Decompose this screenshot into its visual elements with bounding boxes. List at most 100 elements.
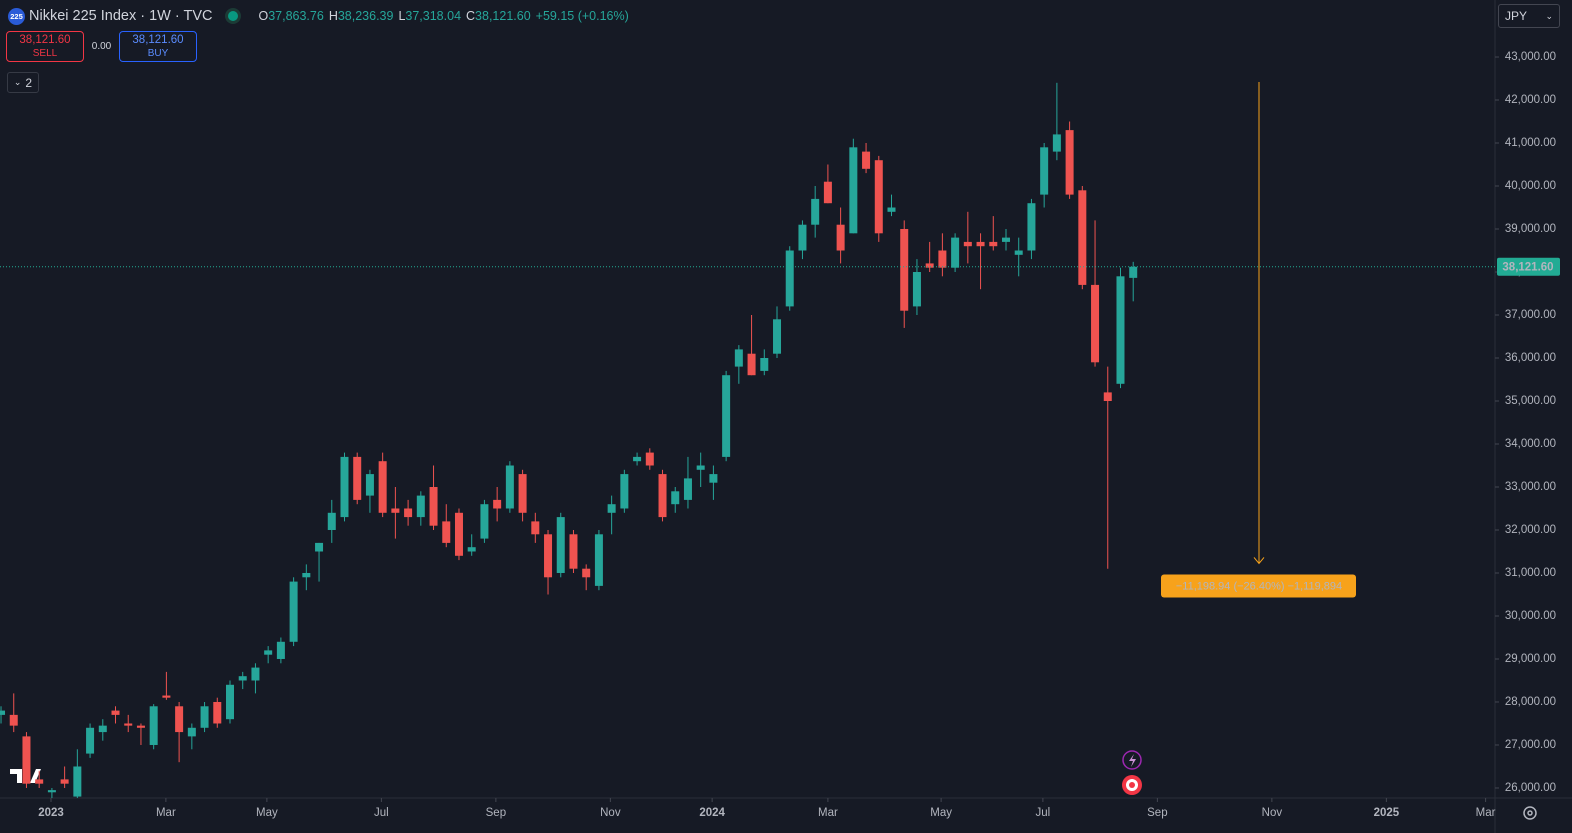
candle-body xyxy=(1078,190,1087,285)
candle-body xyxy=(378,461,387,513)
y-tick-label: 29,000.00 xyxy=(1505,653,1556,665)
candle-body xyxy=(73,766,82,797)
y-tick-label: 30,000.00 xyxy=(1505,610,1556,622)
candle-body xyxy=(327,512,336,530)
candle-body xyxy=(900,229,909,311)
x-tick-label: 2023 xyxy=(38,807,64,819)
candles xyxy=(0,82,1138,798)
last-price-box xyxy=(1497,257,1560,276)
x-tick-label: Nov xyxy=(600,807,621,819)
candle-body xyxy=(1116,276,1125,384)
y-tick-label: 36,000.00 xyxy=(1505,352,1556,364)
candle-body xyxy=(22,736,31,784)
y-tick-label: 33,000.00 xyxy=(1505,481,1556,493)
candle-body xyxy=(785,250,794,307)
candle-body xyxy=(480,504,489,539)
candle-body xyxy=(811,198,820,225)
candle-body xyxy=(683,478,692,500)
candle-body xyxy=(836,224,845,251)
candle-body xyxy=(773,319,782,354)
candle-body xyxy=(353,456,362,500)
candle-body xyxy=(633,456,642,462)
candle-body xyxy=(594,534,603,586)
candle-body xyxy=(289,581,298,642)
candle-body xyxy=(582,568,591,578)
x-tick-label: Sep xyxy=(1147,807,1167,819)
ohlc-key: C xyxy=(466,9,476,23)
candle-body xyxy=(722,375,731,457)
y-tick-label: 42,000.00 xyxy=(1505,94,1556,106)
candle-body xyxy=(1027,203,1036,251)
currency-select[interactable]: JPY ⌄ xyxy=(1498,4,1560,28)
y-tick-label: 32,000.00 xyxy=(1505,524,1556,536)
y-tick-label: 28,000.00 xyxy=(1505,696,1556,708)
sell-button[interactable]: 38,121.60 SELL xyxy=(6,31,84,62)
y-tick-label: 35,000.00 xyxy=(1505,395,1556,407)
indicators-count: 2 xyxy=(25,75,33,90)
candle-body xyxy=(187,727,196,737)
event-icons[interactable] xyxy=(1122,750,1142,795)
candle-body xyxy=(1065,130,1074,195)
candle-body xyxy=(645,452,654,466)
candle-body xyxy=(747,353,756,376)
candle-body xyxy=(658,474,667,518)
last-price-label: 38,121.60 xyxy=(1502,261,1553,273)
candle-body xyxy=(925,263,934,268)
candle-body xyxy=(1091,284,1100,363)
candle-body xyxy=(467,547,476,552)
measure-label: −11,198.94 (−26.40%) −1,119,894 xyxy=(1176,580,1342,592)
y-tick-label: 43,000.00 xyxy=(1505,51,1556,63)
candle-body xyxy=(454,512,463,556)
ohlc-key: L xyxy=(398,9,406,23)
candle-body xyxy=(1129,266,1138,278)
candle-body xyxy=(302,572,311,578)
candle-body xyxy=(429,486,438,526)
candle-body xyxy=(391,508,400,513)
y-tick-label: 31,000.00 xyxy=(1505,567,1556,579)
candle-body xyxy=(823,181,832,204)
candle-body xyxy=(365,474,374,496)
candle-body xyxy=(951,237,960,268)
candle-body xyxy=(60,779,69,784)
ohlc-value: 37,863.76 xyxy=(268,9,324,23)
candle-body xyxy=(175,706,184,733)
candle-body xyxy=(544,534,553,578)
x-tick-label: Sep xyxy=(486,807,506,819)
candle-body xyxy=(671,491,680,505)
candle-body xyxy=(9,714,18,726)
measure-arrow xyxy=(1253,557,1265,565)
measure-box xyxy=(1161,574,1356,598)
y-tick-label: 26,000.00 xyxy=(1505,782,1556,794)
candle-body xyxy=(798,224,807,251)
candle-body xyxy=(760,358,769,371)
y-tick-label: 40,000.00 xyxy=(1505,180,1556,192)
settings-icon[interactable] xyxy=(1523,806,1537,820)
y-tick-label: 34,000.00 xyxy=(1505,438,1556,450)
candle-body xyxy=(1014,250,1023,255)
candle-body xyxy=(709,474,718,483)
indicators-toggle[interactable]: ⌄ 2 xyxy=(7,72,39,93)
candle-body xyxy=(213,701,222,724)
candle-body xyxy=(238,676,247,681)
x-tick-label: Jul xyxy=(1036,807,1051,819)
trade-panel: 38,121.60 SELL 0.00 38,121.60 BUY xyxy=(6,31,197,62)
x-tick-label: May xyxy=(930,807,952,819)
y-tick-label: 39,000.00 xyxy=(1505,223,1556,235)
candle-body xyxy=(493,499,502,509)
candle-body xyxy=(1052,134,1061,152)
buy-button[interactable]: 38,121.60 BUY xyxy=(119,31,197,62)
x-tick-label: Mar xyxy=(156,807,176,819)
buy-price: 38,121.60 xyxy=(132,33,184,46)
candle-body xyxy=(938,250,947,268)
candle-body xyxy=(862,151,871,169)
symbol-badge: 225 xyxy=(8,7,25,25)
candle-body xyxy=(404,508,413,518)
candle-body xyxy=(136,725,145,728)
candle-body xyxy=(251,667,260,681)
candle-body xyxy=(556,517,565,573)
candle-body xyxy=(1103,392,1112,401)
legend: 225 Nikkei 225 Index · 1W · TVC O 37,863.… xyxy=(8,6,634,26)
candle-body xyxy=(989,241,998,247)
ohlc-value: 38,121.60 xyxy=(475,9,531,23)
